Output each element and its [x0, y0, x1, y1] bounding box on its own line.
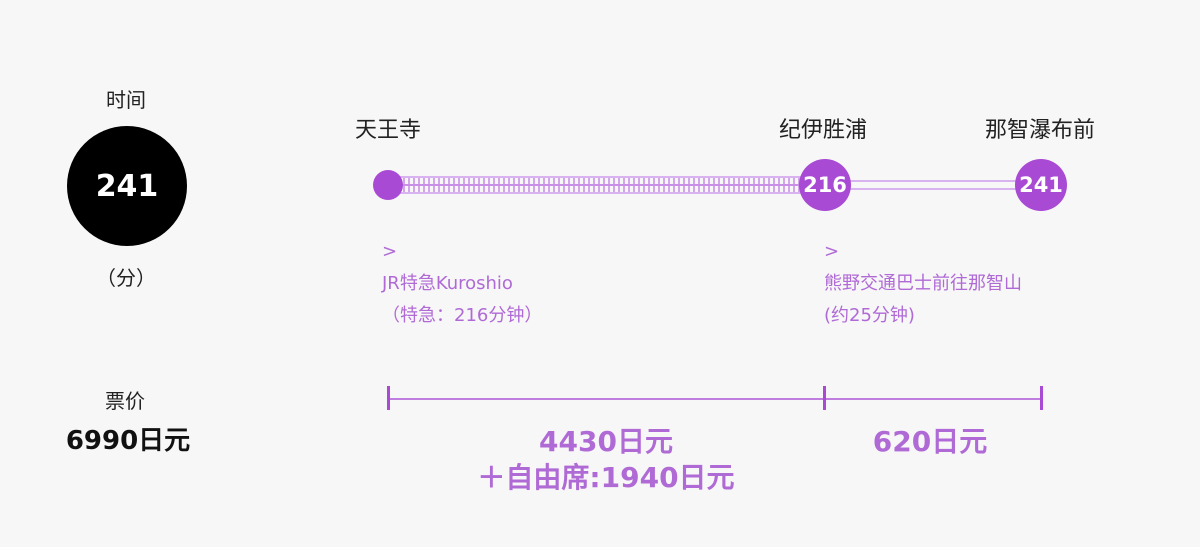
transfer-station-minutes: 216 [803, 173, 847, 197]
start-station-dot [373, 170, 403, 200]
chevron-right-icon: > [824, 241, 840, 262]
transfer-station-node: 216 [799, 159, 851, 211]
segment-info-bus: > 熊野交通巴士前往那智山 (约25分钟) [824, 236, 1022, 332]
fare-range-line [825, 398, 1042, 400]
rail-track-segment [388, 176, 825, 194]
station-name-transfer: 纪伊胜浦 [778, 118, 867, 143]
end-station-node: 241 [1015, 159, 1067, 211]
station-name-end: 那智瀑布前 [984, 118, 1095, 143]
fare-segment-price: 620日元 [872, 425, 988, 458]
fare-segment-price: 4430日元 [539, 425, 673, 458]
segment-duration: （特急：216分钟） [382, 305, 543, 326]
fare-segment-extra: ＋自由席:1940日元 [477, 461, 735, 494]
fare-segment-rail: 4430日元 ＋自由席:1940日元 [456, 424, 756, 496]
station-name-start: 天王寺 [354, 118, 421, 143]
fare-label: 票价 [105, 389, 145, 413]
total-time-badge: 241 [67, 126, 187, 246]
fare-tick [823, 386, 826, 410]
chevron-right-icon: > [382, 241, 398, 262]
time-label: 时间 [106, 88, 146, 112]
segment-line-name: JR特急Kuroshio [382, 273, 513, 294]
end-station-minutes: 241 [1019, 173, 1063, 197]
segment-duration: (约25分钟) [824, 305, 915, 326]
fare-tick [1040, 386, 1043, 410]
fare-segment-bus: 620日元 [830, 424, 1030, 460]
segment-info-rail: > JR特急Kuroshio （特急：216分钟） [382, 236, 542, 332]
fare-total: 6990日元 [65, 426, 191, 456]
total-time-value: 241 [95, 168, 159, 204]
segment-line-name: 熊野交通巴士前往那智山 [824, 273, 1022, 294]
fare-range-line [389, 398, 825, 400]
fare-tick [387, 386, 390, 410]
time-unit: （分） [96, 266, 156, 290]
bus-route-segment [825, 180, 1042, 190]
